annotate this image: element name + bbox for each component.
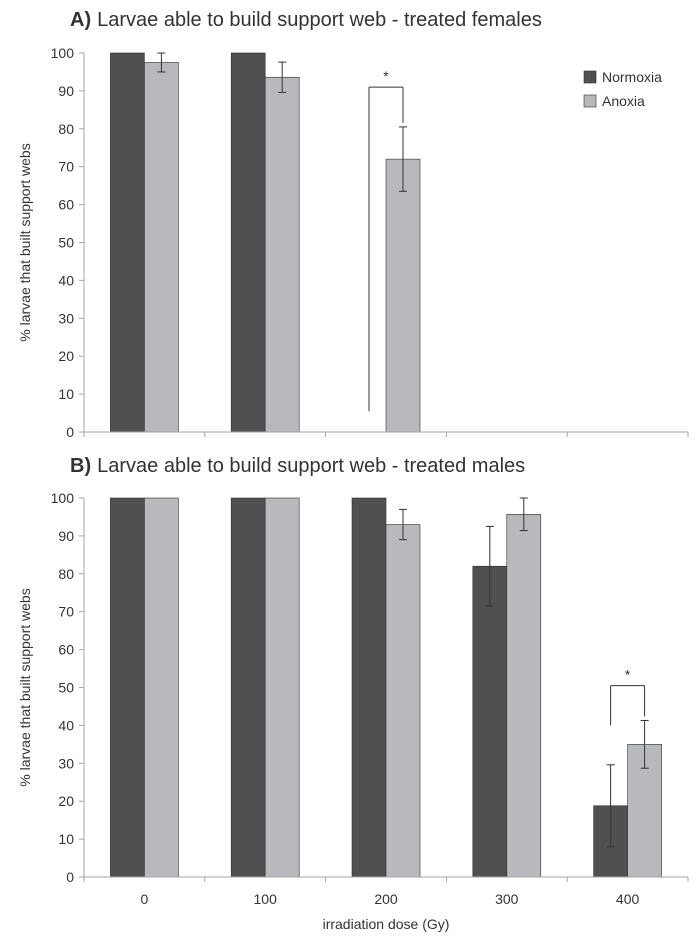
title-text: Larvae able to build support web - treat…: [97, 9, 542, 31]
bar-anoxia-200: [385, 524, 421, 878]
y-tick-label: 90: [58, 528, 74, 544]
error-bar-anoxia-100: [278, 61, 287, 93]
legend-swatch-anoxia: [583, 94, 597, 108]
y-tick-label: 50: [58, 680, 74, 696]
bar-anoxia-0: [144, 497, 179, 878]
title-text: Larvae able to build support web - treat…: [97, 455, 525, 477]
y-tick-label: 100: [51, 45, 75, 61]
y-tick-label: 100: [51, 490, 75, 506]
legend-swatch-normoxia: [583, 70, 597, 84]
panel-letter: A): [70, 9, 91, 31]
error-bar-anoxia-0: [157, 52, 166, 73]
x-tick-label: 100: [254, 891, 278, 907]
y-tick-label: 60: [58, 197, 74, 213]
significance-bracket: [368, 86, 404, 412]
x-tick-label: 200: [374, 891, 398, 907]
chart-panel-b: B) Larvae able to build support web - tre…: [17, 455, 689, 932]
y-tick-label: 30: [58, 310, 74, 326]
error-bar-normoxia-300: [485, 525, 494, 607]
chart-panel-a: A) Larvae able to build support web - tre…: [17, 9, 689, 440]
bar-normoxia-100: [230, 52, 266, 433]
x-axis-label: irradiation dose (Gy): [323, 916, 450, 932]
y-tick-label: 0: [66, 424, 74, 440]
y-tick-label: 60: [58, 642, 74, 658]
error-bar-anoxia-200: [399, 126, 407, 192]
y-tick-label: 90: [58, 83, 74, 99]
y-tick-label: 0: [66, 869, 74, 885]
bar-anoxia-100: [264, 76, 300, 433]
significance-star: *: [625, 667, 631, 683]
significance-bracket: [610, 685, 646, 726]
y-tick-label: 30: [58, 755, 74, 771]
y-axis-label: % larvae that built support webs: [17, 588, 33, 786]
bar-normoxia-0: [110, 52, 145, 433]
bar-normoxia-100: [230, 497, 266, 878]
x-tick-label: 300: [495, 891, 519, 907]
y-tick-label: 80: [58, 566, 74, 582]
y-tick-label: 40: [58, 272, 74, 288]
chart-title: A) Larvae able to build support web - tre…: [70, 9, 542, 31]
legend: Normoxia Anoxia: [583, 69, 662, 109]
y-tick-label: 80: [58, 121, 74, 137]
bar-normoxia-200: [351, 497, 387, 878]
y-tick-label: 70: [58, 604, 74, 620]
error-bar-normoxia-400: [606, 764, 615, 848]
chart-title: B) Larvae able to build support web - tre…: [70, 455, 525, 477]
legend-label-anoxia: Anoxia: [602, 93, 645, 109]
y-tick-label: 10: [58, 386, 74, 402]
legend-label-normoxia: Normoxia: [602, 69, 662, 85]
y-axis-label: % larvae that built support webs: [17, 143, 33, 341]
bar-normoxia-300: [472, 565, 508, 878]
y-tick-label: 50: [58, 235, 74, 251]
bar-anoxia-0: [144, 62, 179, 433]
bar-normoxia-0: [110, 497, 145, 878]
y-tick-label: 20: [58, 348, 74, 364]
bar-anoxia-100: [264, 497, 300, 878]
error-bar-anoxia-300: [519, 497, 528, 532]
bar-anoxia-200: [385, 158, 421, 433]
significance-star: *: [383, 68, 389, 84]
error-bar-anoxia-400: [640, 719, 649, 769]
y-tick-label: 40: [58, 717, 74, 733]
y-tick-label: 20: [58, 793, 74, 809]
panel-letter: B): [70, 455, 91, 477]
x-tick-label: 0: [141, 891, 149, 907]
bar-anoxia-300: [506, 513, 542, 878]
x-tick-label: 400: [616, 891, 640, 907]
y-tick-label: 10: [58, 831, 74, 847]
y-tick-label: 70: [58, 159, 74, 175]
error-bar-anoxia-200: [399, 508, 407, 541]
